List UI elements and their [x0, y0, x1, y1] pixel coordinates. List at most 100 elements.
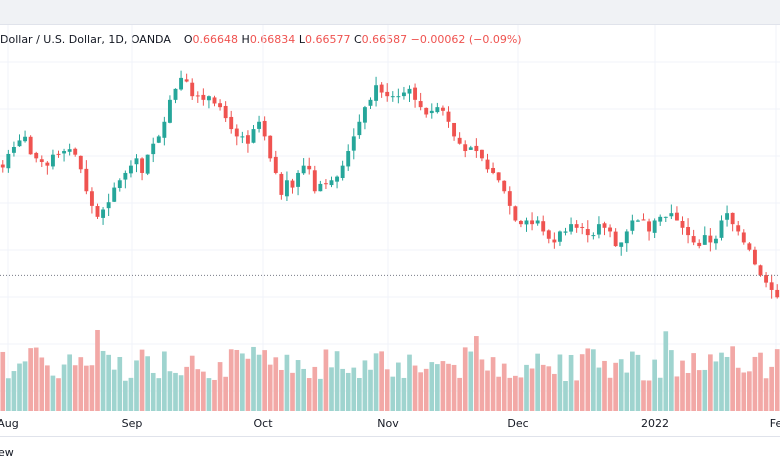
volume-bar [624, 372, 630, 411]
x-tick-label: Sep [122, 417, 143, 430]
volume-bar [0, 351, 6, 411]
volume-bar [501, 363, 507, 411]
volume-bar [663, 331, 669, 411]
volume-bar [206, 378, 212, 411]
candle-body [418, 101, 423, 108]
volume-bar [702, 369, 708, 411]
volume-bar [78, 357, 84, 411]
volume-bar [524, 364, 529, 411]
volume-bar [95, 329, 100, 411]
candle-body [557, 231, 562, 242]
volume-bar [401, 377, 407, 411]
x-axis-ticks: Aug Sep Oct Nov Dec 2022 Fe [0, 417, 780, 430]
candle-body [474, 145, 479, 152]
candle-body [652, 220, 657, 233]
volume-bar [184, 366, 189, 411]
volume-bar [61, 364, 67, 411]
volume-bar [669, 350, 674, 411]
volume-bar [529, 368, 535, 411]
volume-bar [217, 362, 223, 411]
volume-bar [763, 378, 769, 411]
candle-body [407, 88, 412, 94]
footer-text: ew [0, 446, 14, 459]
legend-high-key: H [241, 33, 250, 46]
volume-bar [574, 380, 579, 411]
volume-bar [240, 353, 245, 411]
candle-body [229, 116, 234, 130]
volume-bar [201, 371, 206, 411]
legend-change: −0.00062 (−0.09%) [410, 33, 522, 46]
candle-body [591, 235, 596, 237]
volume-bar [134, 360, 139, 411]
candle-body [128, 165, 133, 174]
candle-body [39, 159, 44, 162]
volume-bar [312, 366, 318, 411]
candle-body [335, 176, 340, 182]
volume-bar [635, 354, 641, 411]
candle-body [758, 265, 763, 276]
volume-bar [223, 376, 228, 411]
candle-body [218, 103, 223, 108]
volume-bar [708, 354, 713, 411]
candle-body [775, 289, 780, 298]
candle-body [195, 95, 200, 97]
volume-bar [212, 379, 217, 411]
candle-body [6, 153, 11, 169]
volume-bar [195, 369, 201, 411]
volume-bar [301, 368, 306, 411]
volume-bar [39, 357, 45, 411]
candle-body [117, 180, 122, 188]
volume-bar [262, 350, 267, 411]
volume-bar [150, 372, 156, 411]
candle-body [552, 239, 557, 243]
candle-body [234, 128, 239, 137]
volume-bar [139, 349, 145, 411]
volume-bar [17, 363, 22, 411]
volume-bar [306, 378, 312, 411]
candle-body [351, 136, 356, 151]
volume-bar [56, 378, 61, 411]
candle-body [223, 105, 228, 119]
volume-bar [111, 369, 117, 411]
volume-bar [652, 359, 657, 411]
candle-body [379, 84, 384, 93]
volume-bar [33, 347, 39, 411]
volume-bar [145, 356, 150, 411]
candle-body [764, 275, 769, 283]
candle-body [162, 121, 167, 138]
volume-bar [412, 365, 418, 411]
x-tick-label: Oct [253, 417, 273, 430]
chart-grid [0, 25, 780, 411]
candle-body [167, 99, 172, 123]
volume-bar [228, 349, 234, 411]
volume-bar [747, 371, 752, 411]
bottom-bar [0, 436, 780, 471]
candle-body [106, 202, 111, 209]
candle-body [396, 96, 401, 98]
candle-body [580, 226, 585, 228]
candle-body [530, 220, 535, 225]
candle-body [279, 173, 284, 195]
volume-bar [513, 375, 518, 411]
volume-bar [474, 336, 479, 411]
candle-body [440, 107, 445, 111]
candle-body [680, 220, 685, 228]
volume-bar [685, 372, 691, 411]
candle-body [140, 158, 145, 173]
candle-body [284, 180, 289, 197]
volume-bar [329, 367, 334, 411]
volume-bar [245, 358, 251, 411]
candle-body [424, 107, 429, 115]
candle-body [669, 213, 674, 217]
volume-bar [256, 354, 262, 411]
volume-bar [318, 378, 323, 411]
candle-body [318, 183, 323, 192]
toolbar-divider [0, 24, 780, 25]
candle-body [50, 154, 55, 167]
candle-body [112, 187, 117, 202]
volume-bar [630, 351, 635, 411]
volume-bar [173, 372, 178, 411]
volume-bar [396, 362, 401, 411]
volume-bar [741, 372, 747, 411]
